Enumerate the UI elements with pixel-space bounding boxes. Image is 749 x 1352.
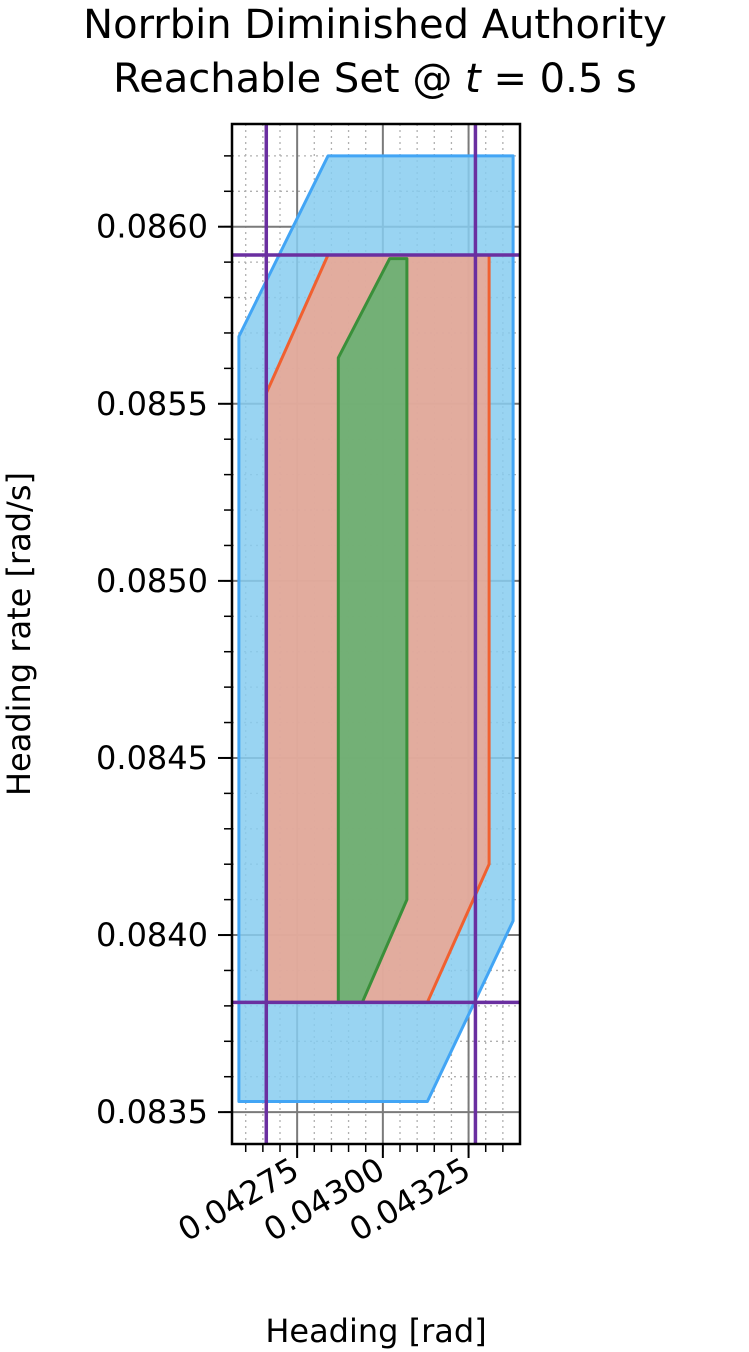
y-tick-label: 0.0860 [96, 208, 208, 246]
y-tick-label: 0.0845 [96, 739, 208, 777]
chart-title-line2: Reachable Set @ t = 0.5 s [113, 56, 637, 102]
y-axis-label: Heading rate [rad/s] [0, 472, 38, 796]
y-tick-label: 0.0855 [96, 385, 208, 423]
y-tick-label: 0.0850 [96, 562, 208, 600]
chart-title-line1: Norrbin Diminished Authority [83, 2, 667, 48]
series-layer [237, 154, 515, 1103]
y-tick-label: 0.0840 [96, 916, 208, 954]
y-tick-label: 0.0835 [96, 1093, 208, 1131]
chart-title-line2-suffix: = 0.5 s [481, 56, 637, 102]
bounds-layer [232, 124, 520, 1144]
chart-title-line2-var: t [465, 56, 482, 102]
x-axis-label: Heading [rad] [265, 1312, 486, 1350]
reachable-set-polygon-3 [336, 257, 409, 1004]
plot-frame [230, 122, 522, 1146]
chart-title-line2-prefix: Reachable Set @ [113, 56, 465, 102]
ticks-layer [218, 155, 504, 1158]
